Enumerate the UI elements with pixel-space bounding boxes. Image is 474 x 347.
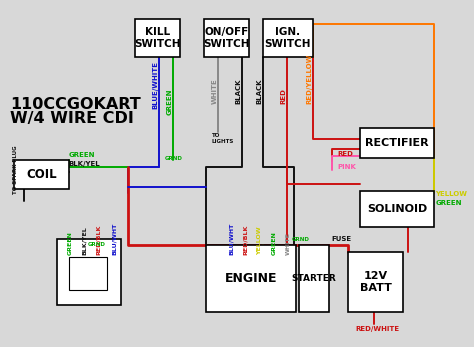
- Text: BLK/YEL: BLK/YEL: [82, 226, 87, 255]
- Text: YELLOW: YELLOW: [435, 191, 467, 197]
- Text: GRND: GRND: [292, 237, 310, 242]
- FancyBboxPatch shape: [135, 19, 180, 57]
- Text: WHITE: WHITE: [212, 78, 218, 104]
- Text: GREEN: GREEN: [68, 231, 73, 255]
- Text: GRND: GRND: [165, 156, 183, 161]
- Text: BLK/YEL: BLK/YEL: [69, 161, 100, 167]
- Text: STARTER: STARTER: [292, 274, 337, 283]
- Text: GREEN: GREEN: [435, 200, 462, 206]
- Text: 12V
BATT: 12V BATT: [360, 271, 392, 293]
- Text: RED/BLK: RED/BLK: [96, 225, 101, 255]
- FancyBboxPatch shape: [299, 245, 329, 312]
- Text: ENGINE: ENGINE: [225, 272, 277, 285]
- FancyBboxPatch shape: [206, 245, 296, 312]
- Text: GRND: GRND: [88, 242, 106, 247]
- Text: RECTIFIER: RECTIFIER: [365, 138, 429, 148]
- Text: FUSE: FUSE: [332, 236, 352, 243]
- Text: GREEN: GREEN: [272, 231, 276, 255]
- Text: COIL: COIL: [26, 168, 57, 181]
- FancyBboxPatch shape: [360, 191, 434, 227]
- Text: BLUE/WHITE: BLUE/WHITE: [153, 61, 158, 109]
- FancyBboxPatch shape: [57, 239, 121, 305]
- Text: GREEN: GREEN: [69, 152, 95, 158]
- Text: GREEN: GREEN: [167, 88, 173, 115]
- FancyBboxPatch shape: [204, 19, 249, 57]
- Text: SOLINOID: SOLINOID: [367, 204, 427, 214]
- Text: KILL
SWITCH: KILL SWITCH: [134, 27, 181, 49]
- FancyBboxPatch shape: [14, 160, 69, 189]
- Text: ON/OFF
SWITCH: ON/OFF SWITCH: [203, 27, 250, 49]
- Text: TO SPARK PLUG: TO SPARK PLUG: [13, 146, 18, 194]
- Text: BLU/WHT: BLU/WHT: [112, 223, 117, 255]
- Text: PINK: PINK: [337, 163, 356, 170]
- FancyBboxPatch shape: [348, 252, 403, 312]
- Text: RED/WHITE: RED/WHITE: [356, 326, 400, 332]
- Text: RED: RED: [337, 151, 353, 158]
- FancyBboxPatch shape: [360, 128, 434, 158]
- FancyBboxPatch shape: [69, 257, 107, 290]
- Text: IGN.
SWITCH: IGN. SWITCH: [264, 27, 311, 49]
- Text: BLU/WHT: BLU/WHT: [229, 223, 234, 255]
- Text: RED/YELLOW: RED/YELLOW: [307, 54, 312, 104]
- Text: TO
LIGHTS: TO LIGHTS: [212, 133, 234, 144]
- Text: WHITE: WHITE: [286, 232, 291, 255]
- Text: 110CCGOKART
W/4 WIRE CDI: 110CCGOKART W/4 WIRE CDI: [10, 97, 141, 126]
- Text: CDI: CDI: [77, 266, 101, 279]
- Text: BLACK: BLACK: [236, 79, 241, 104]
- FancyBboxPatch shape: [263, 19, 313, 57]
- Text: RED: RED: [281, 88, 286, 104]
- Text: YELLOW: YELLOW: [257, 227, 262, 255]
- Text: RED/BLK: RED/BLK: [243, 225, 248, 255]
- Text: BLACK: BLACK: [257, 79, 263, 104]
